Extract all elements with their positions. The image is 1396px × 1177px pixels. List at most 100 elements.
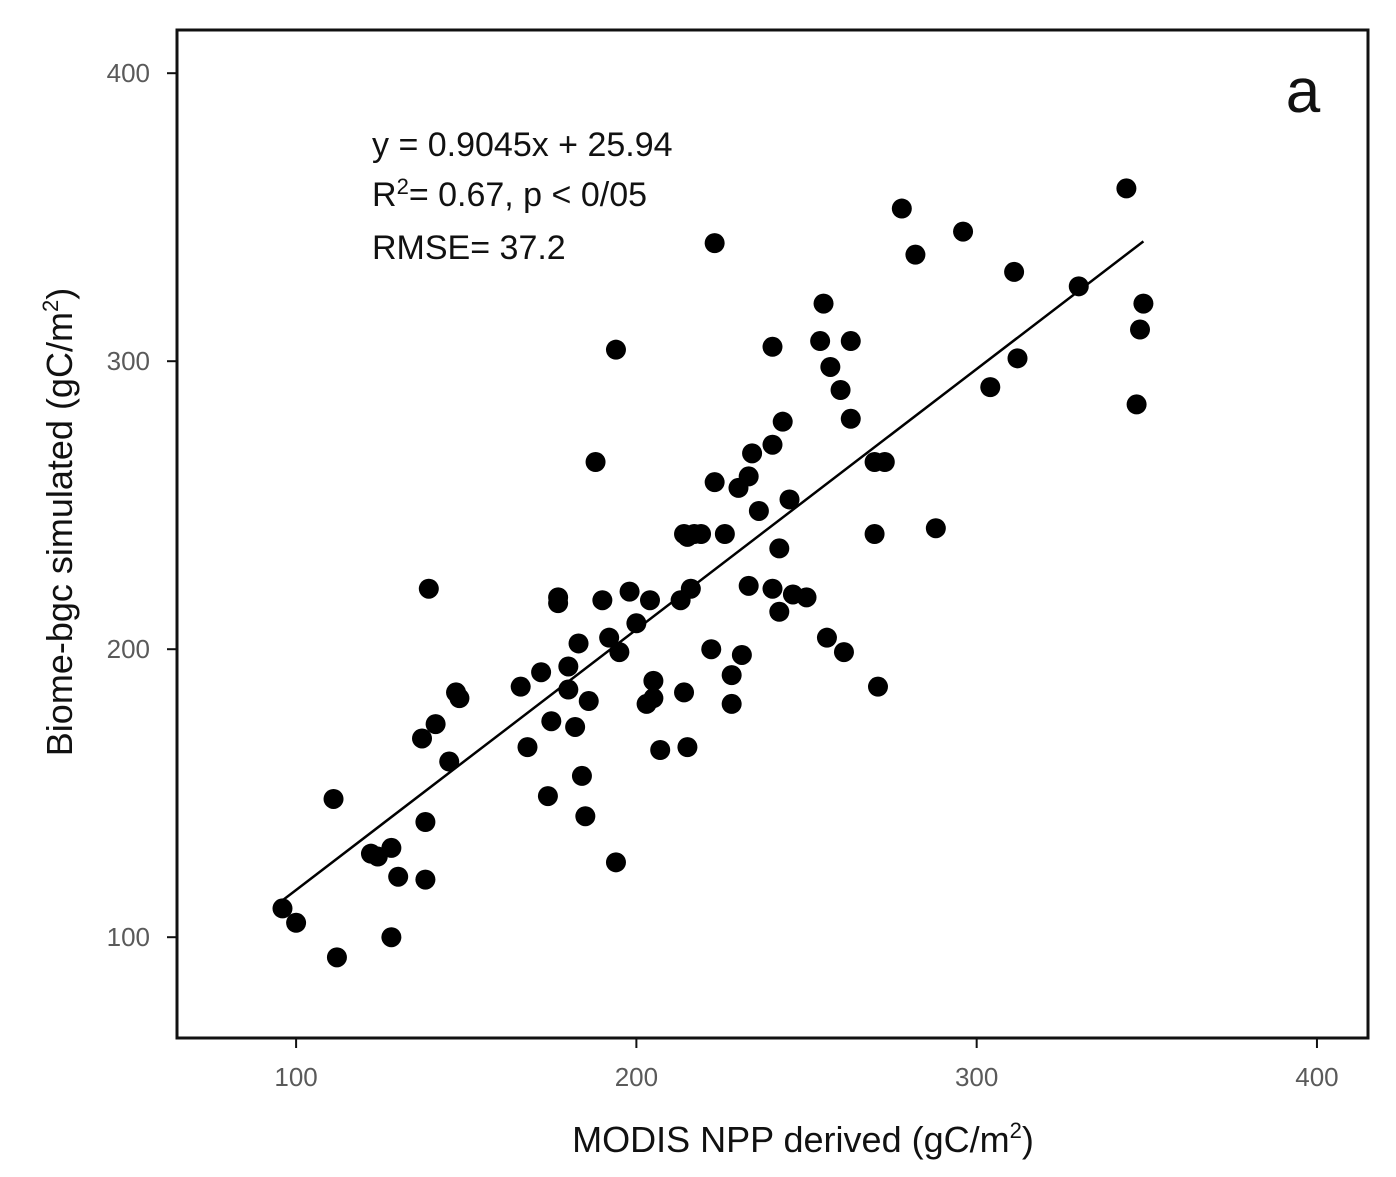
data-point <box>762 578 783 599</box>
data-point <box>541 711 562 732</box>
x-tick-label: 400 <box>1295 1062 1338 1092</box>
regression-line <box>281 240 1145 902</box>
data-point <box>1004 261 1025 282</box>
data-point <box>816 627 837 648</box>
data-point <box>643 670 664 691</box>
data-point <box>605 852 626 873</box>
data-point <box>286 912 307 933</box>
data-points-layer <box>272 178 1154 968</box>
data-point <box>1130 319 1151 340</box>
data-point <box>381 927 402 948</box>
data-point <box>980 377 1001 398</box>
data-point <box>813 293 834 314</box>
data-point <box>609 642 630 663</box>
data-point <box>605 339 626 360</box>
data-point <box>272 898 293 919</box>
data-point <box>769 601 790 622</box>
data-point <box>810 331 831 352</box>
data-point <box>626 613 647 634</box>
data-point <box>905 244 926 265</box>
data-point <box>738 575 759 596</box>
data-point <box>953 221 974 242</box>
data-point <box>864 524 885 544</box>
data-point <box>840 331 861 352</box>
data-point <box>568 633 589 654</box>
data-point <box>639 590 660 611</box>
y-tick-label: 100 <box>107 922 150 952</box>
data-point <box>388 866 409 887</box>
data-point <box>650 740 671 760</box>
data-point <box>592 590 613 611</box>
data-point <box>714 524 735 544</box>
y-tick-label: 300 <box>107 346 150 376</box>
data-point <box>830 380 851 400</box>
data-point <box>796 587 817 608</box>
data-point <box>820 356 841 377</box>
data-point <box>558 679 579 700</box>
y-axis-title-superscript: 2 <box>38 300 63 312</box>
data-point <box>575 806 596 827</box>
data-point <box>891 198 912 219</box>
y-tick-label: 200 <box>107 634 150 664</box>
x-tick-label: 200 <box>615 1062 658 1092</box>
axes-layer: 100 200 300 400 100 200 300 400 <box>107 28 1370 1092</box>
data-point <box>510 676 531 697</box>
r-squared-annotation: R2= 0.67, p < 0/05 <box>372 174 647 214</box>
data-point <box>619 581 640 602</box>
data-point <box>677 737 698 758</box>
data-point <box>449 688 470 709</box>
data-point <box>721 665 742 686</box>
x-axis-title-close: ) <box>1022 1119 1034 1160</box>
y-axis-title-text: Biome-bgc simulated (gC/m <box>39 312 80 756</box>
data-point <box>738 466 759 487</box>
data-point <box>674 682 695 703</box>
data-point <box>721 693 742 714</box>
data-point <box>571 765 592 786</box>
data-point <box>691 524 712 544</box>
data-point <box>415 812 436 832</box>
x-tick-label: 100 <box>274 1062 317 1092</box>
r-squared-superscript: 2 <box>397 174 409 199</box>
data-point <box>326 947 347 968</box>
data-point <box>1116 178 1137 199</box>
data-point <box>925 518 946 539</box>
rmse-annotation: RMSE= 37.2 <box>372 229 566 267</box>
data-point <box>578 691 599 712</box>
data-point <box>1126 394 1147 415</box>
r-squared-symbol: R <box>372 176 397 214</box>
x-axis-title: MODIS NPP derived (gC/m2) <box>572 1118 1034 1160</box>
data-point <box>701 639 722 660</box>
data-point <box>1007 348 1028 369</box>
y-tick-label: 400 <box>107 58 150 88</box>
data-point <box>415 869 436 890</box>
r-squared-value: = 0.67, p < 0/05 <box>409 176 647 214</box>
data-point <box>643 688 664 709</box>
data-point <box>425 714 446 735</box>
y-axis-title-close: ) <box>39 288 80 300</box>
data-point <box>599 627 620 648</box>
data-point <box>867 676 888 697</box>
y-axis-title: Biome-bgc simulated (gC/m2) <box>38 288 80 756</box>
data-point <box>840 408 861 429</box>
data-point <box>680 578 701 599</box>
plot-frame <box>175 28 1370 1040</box>
data-point <box>742 443 763 464</box>
x-axis-title-superscript: 2 <box>1010 1118 1022 1143</box>
fit-line-layer <box>281 240 1145 902</box>
data-point <box>439 751 460 772</box>
data-point <box>517 737 538 758</box>
panel-label: a <box>1286 57 1321 126</box>
data-point <box>748 500 769 521</box>
data-point <box>833 642 854 663</box>
data-point <box>418 578 439 599</box>
data-point <box>537 786 558 807</box>
data-point <box>779 489 800 510</box>
data-point <box>565 716 586 737</box>
data-point <box>762 336 783 357</box>
x-axis-title-text: MODIS NPP derived (gC/m <box>572 1119 1009 1160</box>
x-tick-label: 300 <box>955 1062 998 1092</box>
data-point <box>1068 276 1089 297</box>
data-point <box>412 728 433 749</box>
data-point <box>1133 293 1154 314</box>
